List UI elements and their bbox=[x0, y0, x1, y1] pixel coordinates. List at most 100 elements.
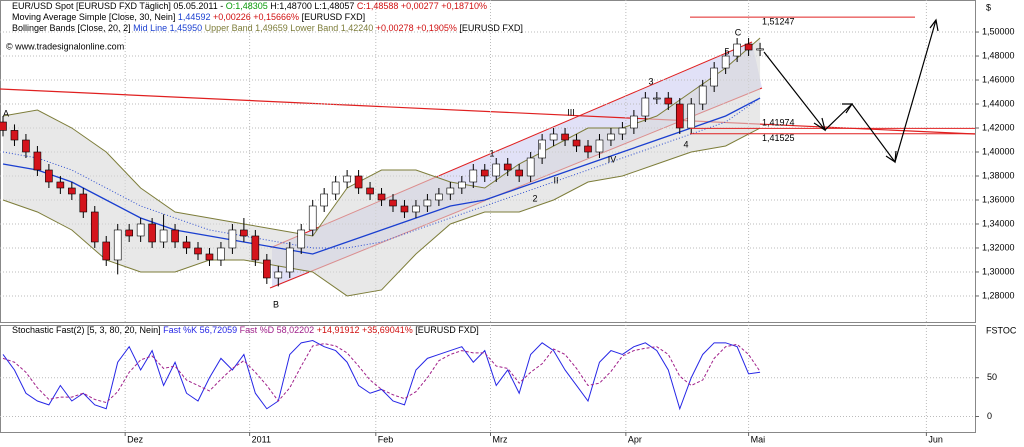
wave-label: 1 bbox=[489, 148, 494, 158]
legend-text: Stochastic Fast(2) [5, 3, 80, 20, Nein] bbox=[12, 325, 163, 335]
x-tick-label: Feb bbox=[378, 434, 394, 444]
candle-body bbox=[354, 175, 363, 189]
y-tick-label: 1,44000 bbox=[982, 98, 1015, 108]
candle-body bbox=[377, 193, 386, 201]
candle-body bbox=[687, 103, 696, 129]
candle-body bbox=[503, 163, 512, 171]
candle-body bbox=[22, 139, 30, 153]
legend-text: Mid Line 1,45950 bbox=[133, 23, 202, 33]
candle-body bbox=[331, 181, 340, 195]
y-tick-label: 1,36000 bbox=[982, 194, 1015, 204]
candle-body bbox=[412, 205, 420, 213]
y-tick-label: 0 bbox=[987, 411, 992, 421]
legend-text: [EURUSD FXD] bbox=[413, 325, 479, 335]
candle-body bbox=[675, 103, 684, 129]
candle-body bbox=[113, 229, 122, 261]
candle-body bbox=[68, 187, 76, 195]
wave-label: I bbox=[539, 141, 542, 151]
legend-text: [EURUSD FXD] bbox=[457, 23, 523, 33]
candle-body bbox=[515, 169, 523, 177]
legend-text: C:1,48588 +0,00277 +0,18710% bbox=[357, 1, 487, 11]
legend-text: +0,00226 +0,15666% bbox=[210, 12, 299, 22]
projection bbox=[763, 18, 939, 164]
candle-body bbox=[194, 247, 202, 255]
legend-text: H:1,48700 L:1,48057 bbox=[268, 1, 357, 11]
candle-body bbox=[469, 169, 478, 183]
y-tick-label: 1,32000 bbox=[982, 242, 1015, 252]
wave-label: 2 bbox=[532, 193, 537, 203]
legend-text: Upper Band 1,49659 Lower Band 1,42240 bbox=[202, 23, 373, 33]
y-tick-label: 1,48000 bbox=[982, 50, 1015, 60]
legend-entry: EUR/USD Spot [EURUSD FXD Täglich] 05.05.… bbox=[12, 1, 487, 11]
y-tick-label: 1,28000 bbox=[982, 290, 1015, 300]
candle-body bbox=[595, 139, 604, 153]
marks bbox=[0, 16, 975, 411]
legend-text: [EURUSD FXD] bbox=[299, 12, 365, 22]
candle-body bbox=[664, 97, 673, 105]
legend-text: Bollinger Bands [Close, 20, 2] bbox=[12, 23, 133, 33]
stoch-line bbox=[2, 343, 761, 404]
candle-body bbox=[458, 181, 466, 189]
resistance-line bbox=[0, 88, 976, 135]
y-tick-label: 1,42000 bbox=[982, 122, 1015, 132]
candle-body bbox=[343, 175, 351, 183]
x-tick-label: Apr bbox=[628, 434, 642, 444]
y-axis-label: $ bbox=[986, 2, 991, 12]
candle-body bbox=[480, 169, 489, 177]
wave-label: III bbox=[567, 107, 575, 117]
level-label: 1,41974 bbox=[762, 118, 795, 128]
candle-body bbox=[584, 145, 592, 153]
legend-entry: Bollinger Bands [Close, 20, 2] Mid Line … bbox=[12, 23, 523, 33]
band-fill bbox=[3, 38, 761, 296]
x-tick-label: Mrz bbox=[493, 434, 508, 444]
candle-body bbox=[159, 229, 168, 243]
candle-body bbox=[618, 127, 627, 135]
candle-body bbox=[641, 97, 650, 117]
indicator-line bbox=[2, 97, 761, 255]
wave-label: 5 bbox=[724, 46, 729, 56]
y-tick-label: 1,30000 bbox=[982, 266, 1015, 276]
candle-body bbox=[607, 133, 615, 141]
candle-body bbox=[79, 193, 88, 213]
candle-body bbox=[171, 229, 179, 243]
legend-text: Fast %K 56,72059 bbox=[163, 325, 237, 335]
y-tick-label: 1,46000 bbox=[982, 74, 1015, 84]
candle-body bbox=[526, 157, 535, 177]
candle-body bbox=[423, 199, 432, 207]
candle-body bbox=[756, 48, 764, 51]
arrow-head bbox=[885, 150, 897, 164]
candle-body bbox=[549, 133, 558, 141]
candle-body bbox=[251, 235, 260, 261]
candle-body bbox=[263, 259, 271, 279]
indicator-line bbox=[2, 97, 761, 249]
candle-body bbox=[228, 229, 237, 249]
y-tick-label: 1,40000 bbox=[982, 146, 1015, 156]
candle-body bbox=[435, 193, 443, 201]
wave-label: IV bbox=[608, 154, 617, 164]
y-tick-label: 1,50000 bbox=[982, 26, 1015, 36]
y-tick-label: 50 bbox=[987, 372, 997, 382]
candle-body bbox=[630, 115, 638, 129]
candle-body bbox=[653, 97, 661, 100]
y-axis-label: FSTOC bbox=[986, 325, 1017, 335]
candle-body bbox=[492, 163, 501, 177]
candle-body bbox=[33, 151, 42, 171]
legend-text: +14,91912 +35,69041% bbox=[314, 325, 413, 335]
watermark: © www.tradesignalonline.com bbox=[6, 41, 124, 51]
legend-entry: Moving Average Simple [Close, 30, Nein] … bbox=[12, 12, 365, 22]
candle-body bbox=[389, 199, 397, 207]
bollinger-fill bbox=[3, 38, 761, 296]
legend-text: EUR/USD Spot [EURUSD FXD Täglich] 05.05.… bbox=[12, 1, 226, 11]
arrow-head bbox=[842, 103, 854, 114]
wave-label: C bbox=[735, 27, 742, 37]
candle-body bbox=[721, 55, 730, 69]
candle-body bbox=[538, 139, 546, 159]
x-tick-label: 2011 bbox=[252, 434, 271, 444]
y-tick-label: 1,34000 bbox=[982, 218, 1015, 228]
stoch-panel-frame bbox=[0, 325, 976, 433]
legend-text: 1,44592 bbox=[178, 12, 211, 22]
candle-body bbox=[182, 241, 191, 249]
legend-text: Fast %D 58,02202 bbox=[237, 325, 314, 335]
candle-body bbox=[217, 247, 225, 261]
